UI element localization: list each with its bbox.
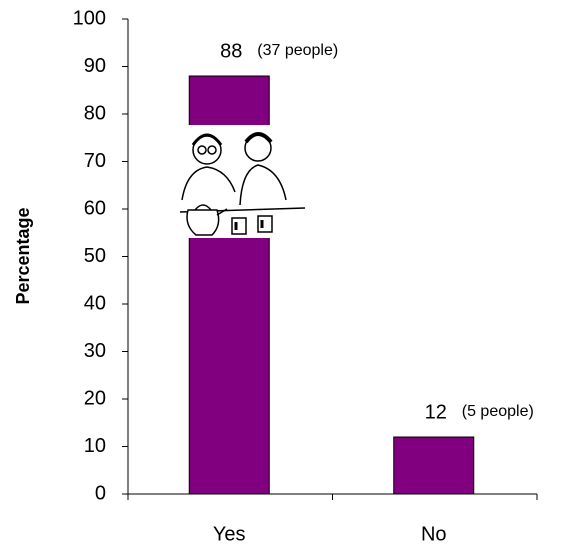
y-tick-label: 70 — [84, 150, 106, 172]
illustration — [179, 125, 306, 238]
y-tick-label: 80 — [84, 102, 106, 124]
value-label: 12 — [425, 401, 447, 423]
y-tick-label: 60 — [84, 197, 106, 219]
y-tick-label: 20 — [84, 387, 106, 409]
y-tick-label: 100 — [73, 7, 106, 29]
annotation: (5 people) — [462, 403, 534, 420]
x-tick-label: No — [421, 523, 447, 545]
y-tick-label: 30 — [84, 340, 106, 362]
value-label: 88 — [220, 40, 242, 62]
axes: 0 10 20 30 40 50 60 70 80 90 100 Yes 88 (37 people) No… — [73, 7, 538, 545]
y-tick-label: 0 — [95, 482, 106, 504]
y-tick-label: 50 — [84, 245, 106, 267]
y-tick-label: 90 — [84, 55, 106, 77]
y-tick-label: 10 — [84, 435, 106, 457]
x-tick-label: Yes — [213, 523, 246, 545]
bar — [393, 436, 475, 495]
y-tick-label: 40 — [84, 292, 106, 314]
y-axis-label: Percentage — [13, 207, 33, 304]
annotation: (37 people) — [257, 42, 338, 59]
